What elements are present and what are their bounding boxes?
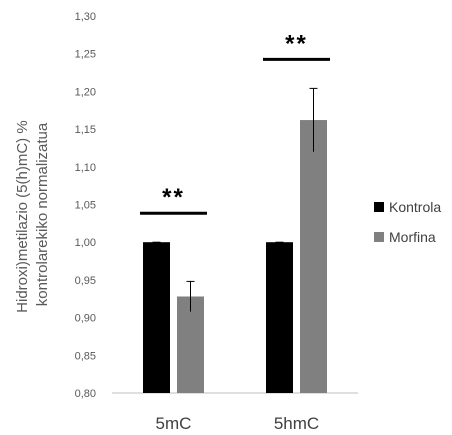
y-tick-label: 1,20 [75,86,96,98]
category-labels: 5mC 5hmC [156,414,320,433]
legend: Kontrola Morfina [374,199,441,245]
y-tick-label: 1,25 [75,49,96,61]
y-axis-label-line-2: kontrolarekiko normalizatua [34,122,51,306]
x-tick-label: 5mC [156,414,192,433]
y-axis-label-line-1: Hidroxi)metilazio (5(h)mC) % [14,120,31,313]
y-axis-ticks: 0,80 0,85 0,90 0,95 1,00 1,05 1,10 1,15 1,20 1,25… [75,11,96,400]
error-bars [152,87,318,312]
bar-morfina-5hmc [300,120,327,393]
legend-label-morfina: Morfina [389,229,436,245]
bar-morfina-5mc [177,296,204,393]
y-tick-label: 0,80 [75,388,96,400]
y-axis-label: Hidroxi)metilazio (5(h)mC) % kontrolarek… [14,116,51,313]
bar-kontrola-5hmc [266,242,293,393]
y-tick-label: 1,05 [75,200,96,212]
y-tick-label: 0,85 [75,350,96,362]
significance-label: ** [285,30,308,57]
legend-swatch-morfina [374,232,384,242]
bar-kontrola-5mc [143,242,170,393]
y-tick-label: 1,00 [75,237,96,249]
significance-markers: ** ** [140,30,330,215]
y-tick-label: 1,10 [75,162,96,174]
y-tick-label: 0,95 [75,275,96,287]
x-tick-label: 5hmC [274,414,319,433]
legend-swatch-kontrola [374,202,384,212]
significance-label: ** [162,184,185,211]
y-tick-label: 0,90 [75,313,96,325]
y-tick-label: 1,15 [75,124,96,136]
legend-label-kontrola: Kontrola [389,199,441,215]
y-tick-label: 1,30 [75,11,96,23]
bars [143,120,327,393]
